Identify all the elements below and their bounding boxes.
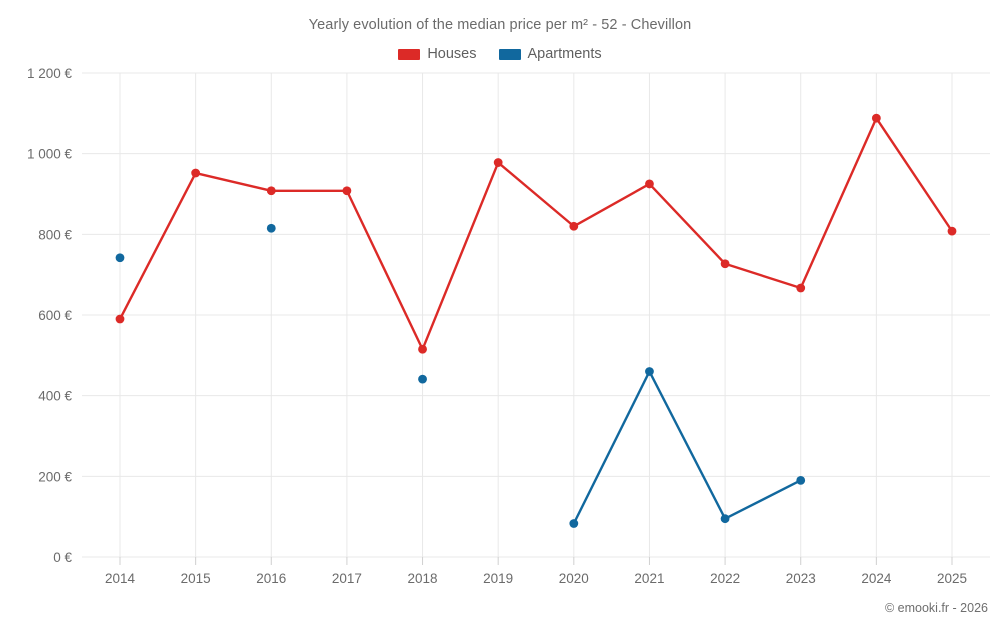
data-point-apartments-2022[interactable] (720, 514, 730, 524)
data-point-apartments-2023[interactable] (796, 475, 806, 485)
x-axis-tick-label: 2021 (634, 571, 664, 586)
data-point-houses-2023[interactable] (796, 283, 806, 293)
data-point-houses-2015[interactable] (191, 168, 201, 178)
x-axis-tick-label: 2016 (256, 571, 286, 586)
line-swatch-icon (398, 48, 421, 60)
x-axis-tick-label: 2014 (105, 571, 136, 586)
data-point-houses-2016[interactable] (266, 186, 276, 196)
data-point-apartments-2014[interactable] (115, 253, 125, 263)
y-axis-tick-label: 600 € (38, 308, 72, 323)
x-axis-tick-label: 2018 (408, 571, 438, 586)
data-point-apartments-2021[interactable] (645, 367, 654, 376)
y-axis-tick-label: 800 € (38, 227, 72, 242)
data-point-houses-2025[interactable] (947, 226, 957, 236)
data-point-houses-2022[interactable] (720, 259, 730, 269)
y-axis-tick-label: 1 200 € (27, 66, 73, 81)
series-lines (118, 116, 954, 525)
chart-legend: Houses Apartments (0, 46, 1000, 62)
y-axis-tick-label: 1 000 € (27, 147, 73, 162)
series-line-houses (118, 116, 954, 351)
y-axis-tick-label: 0 € (53, 550, 72, 565)
y-axis-tick-labels: 0 € 200 € 400 € 600 € 800 € 1 000 € 1 200 € (27, 66, 73, 565)
data-point-houses-2014[interactable] (115, 314, 125, 324)
series-line-apartments (572, 370, 802, 525)
x-axis-tick-labels: 2014 2015 2016 2017 2018 2019 2020 2021 2022 2023… (105, 571, 967, 586)
data-point-houses-2020[interactable] (569, 221, 579, 231)
x-axis-tick-label: 2023 (786, 571, 816, 586)
x-axis-tick-marks (119, 557, 953, 565)
data-point-houses-2024[interactable] (871, 113, 881, 123)
x-axis-tick-label: 2015 (181, 571, 211, 586)
data-point-houses-2018[interactable] (418, 344, 427, 354)
legend-label-houses: Houses (427, 46, 477, 62)
x-axis-tick-label: 2019 (483, 571, 513, 586)
x-axis-tick-label: 2020 (559, 571, 589, 586)
data-point-apartments-2020[interactable] (569, 519, 579, 528)
legend-item-apartments[interactable]: Apartments (498, 46, 602, 62)
chart-title: Yearly evolution of the median price per… (308, 17, 692, 33)
legend-label-apartments: Apartments (527, 46, 602, 62)
data-point-apartments-2016[interactable] (266, 223, 276, 233)
data-point-houses-2019[interactable] (493, 158, 503, 167)
legend-item-houses[interactable]: Houses (398, 46, 477, 62)
series-points (115, 113, 957, 528)
x-axis-tick-label: 2025 (937, 571, 967, 586)
data-point-apartments-2018[interactable] (418, 374, 427, 384)
x-axis-tick-label: 2024 (861, 571, 892, 586)
y-axis-tick-label: 200 € (38, 469, 72, 484)
y-axis-tick-label: 400 € (38, 389, 72, 404)
footer-credit: © emooki.fr - 2026 (884, 601, 988, 615)
x-axis-tick-label: 2022 (710, 571, 740, 586)
grid-lines (82, 72, 990, 558)
x-axis-tick-label: 2017 (332, 571, 362, 586)
line-swatch-icon (498, 48, 521, 60)
data-point-houses-2017[interactable] (342, 186, 352, 196)
data-point-houses-2021[interactable] (645, 179, 654, 189)
